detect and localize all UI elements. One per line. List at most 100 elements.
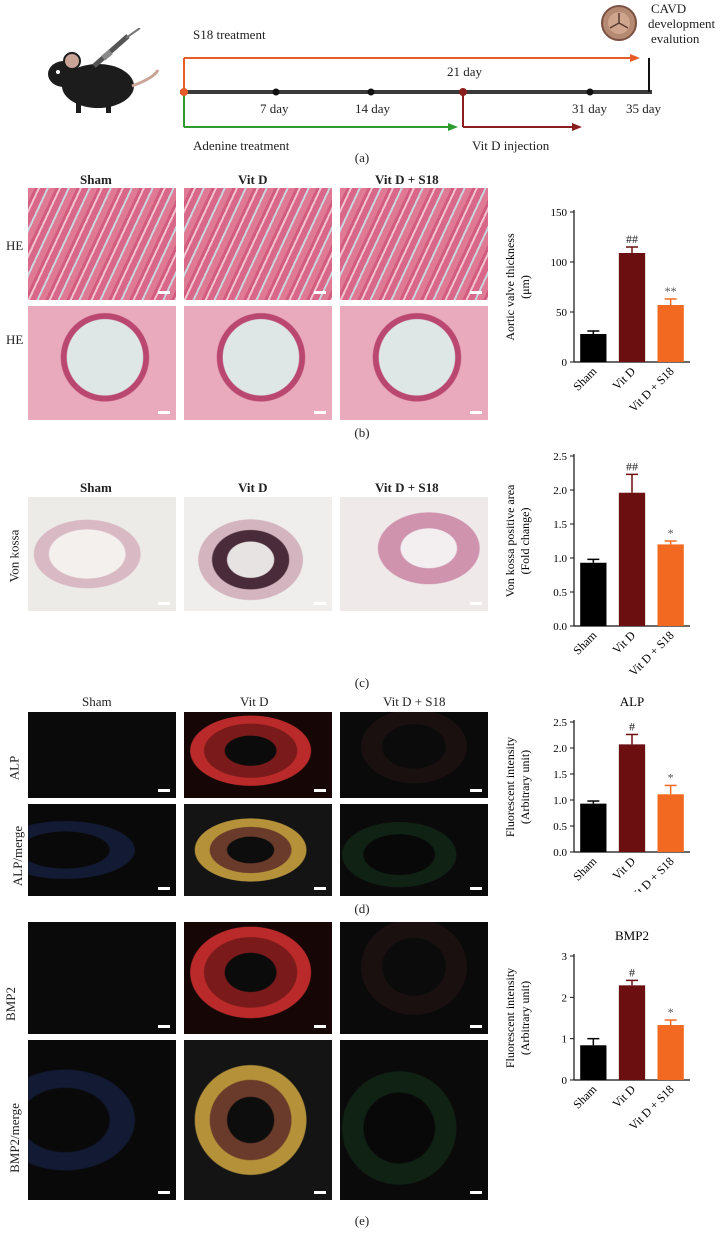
bar-vitd-s18 bbox=[657, 544, 684, 626]
row-label-alp: ALP bbox=[6, 755, 22, 781]
cavd-label-1: CAVD bbox=[651, 1, 687, 16]
panel-c-caption: (c) bbox=[354, 675, 370, 690]
bmp2-merge-image-vitd bbox=[184, 1040, 332, 1200]
y-tick-label: 0 bbox=[562, 357, 568, 369]
y-tick-label: 150 bbox=[551, 207, 568, 219]
bmp2-image-vitd bbox=[184, 922, 332, 1034]
group-sham-b: Sham bbox=[80, 172, 112, 187]
row-label-bmp2: BMP2 bbox=[2, 987, 18, 1021]
x-tick-label: Vit D bbox=[610, 364, 639, 393]
group-sham-d: Sham bbox=[82, 694, 112, 709]
y-tick-label: 100 bbox=[551, 257, 568, 269]
significance-mark: # bbox=[629, 719, 635, 733]
row-label-he-1: HE bbox=[6, 238, 24, 253]
y-tick-label: 2.0 bbox=[553, 485, 567, 497]
day-7-label: 7 day bbox=[260, 101, 289, 116]
vitd-injection-label: Vit D injection bbox=[472, 138, 550, 153]
vk-image-vitd bbox=[184, 497, 332, 611]
alp-image-sham bbox=[28, 712, 176, 798]
chart-alp: Fluorescent intensity (Arbitrary unit) ALP… bbox=[503, 694, 690, 892]
row-label-vonkossa: Von kossa bbox=[6, 529, 22, 583]
day-21-label: 21 day bbox=[447, 64, 483, 79]
y-axis-label: Von kossa positive area bbox=[503, 484, 517, 597]
mouse-illustration bbox=[48, 28, 160, 113]
he-image-sham-1 bbox=[28, 188, 176, 300]
panel-e-caption: (e) bbox=[354, 1213, 370, 1228]
bar-sham bbox=[580, 562, 607, 626]
alp-merge-image-vitd bbox=[184, 804, 332, 896]
y-tick-label: 2.5 bbox=[553, 451, 567, 463]
row-label-he-2: HE bbox=[6, 332, 24, 347]
chart-aortic-thickness: Aortic valve thickness (μm) 0 50 100 150 Sham #… bbox=[503, 207, 690, 414]
alp-image-vitd-s18 bbox=[340, 712, 488, 798]
y-tick-label: 2 bbox=[562, 992, 568, 1004]
cavd-label-2: development bbox=[648, 16, 716, 31]
y-axis-label: (Fold change) bbox=[518, 508, 532, 575]
he-image-vitd-s18-1 bbox=[340, 188, 488, 300]
timeline-axes bbox=[180, 54, 652, 131]
y-tick-label: 0.0 bbox=[553, 621, 567, 633]
y-tick-label: 50 bbox=[556, 307, 568, 319]
significance-mark: ## bbox=[626, 232, 638, 246]
bar-vitd-s18 bbox=[657, 305, 684, 362]
y-tick-label: 0.0 bbox=[553, 847, 567, 859]
chart-bmp2: Fluorescent intensity (Arbitrary unit) BMP… bbox=[503, 928, 690, 1130]
x-tick-label: Sham bbox=[570, 628, 600, 658]
day-14-label: 14 day bbox=[355, 101, 391, 116]
he-image-vitd-s18-2 bbox=[340, 306, 488, 420]
day-31-label: 31 day bbox=[572, 101, 608, 116]
alp-merge-image-vitd-s18 bbox=[340, 804, 488, 896]
y-tick-label: 2.0 bbox=[553, 743, 567, 755]
bar-vitd bbox=[618, 744, 646, 852]
bmp2-image-sham bbox=[28, 922, 176, 1034]
panel-a-caption: (a) bbox=[354, 150, 370, 165]
panel-b-caption: (b) bbox=[354, 425, 370, 440]
he-image-vitd-2 bbox=[184, 306, 332, 420]
timeline-panel: S18 treatment Adenine treatment Vit D in… bbox=[0, 0, 723, 165]
x-tick-label: Vit D bbox=[610, 854, 639, 883]
x-tick-label: Vit D bbox=[610, 1082, 639, 1111]
y-axis-label: Aortic valve thickness bbox=[503, 233, 517, 341]
y-tick-label: 0.5 bbox=[553, 587, 567, 599]
y-axis-label: (Arbitrary unit) bbox=[518, 750, 532, 824]
bmp2-merge-image-vitd-s18 bbox=[340, 1040, 488, 1200]
group-vitd-s18-c: Vit D + S18 bbox=[375, 480, 439, 495]
bar-sham bbox=[580, 334, 607, 362]
y-tick-label: 1.5 bbox=[553, 519, 567, 531]
y-tick-label: 1.0 bbox=[553, 553, 567, 565]
bar-vitd bbox=[618, 492, 646, 626]
y-axis-label: Fluorescent intensity bbox=[503, 737, 517, 837]
significance-mark: * bbox=[668, 770, 674, 784]
group-vitd-s18-d: Vit D + S18 bbox=[383, 694, 446, 709]
y-tick-label: 0.5 bbox=[553, 821, 567, 833]
he-image-sham-2 bbox=[28, 306, 176, 420]
group-vitd-s18-b: Vit D + S18 bbox=[375, 172, 439, 187]
chart-title: ALP bbox=[620, 694, 645, 709]
valve-icon bbox=[601, 5, 637, 41]
group-vitd-d: Vit D bbox=[240, 694, 269, 709]
x-tick-label: Sham bbox=[570, 854, 600, 884]
alp-merge-image-sham bbox=[28, 804, 176, 896]
adenine-treatment-label: Adenine treatment bbox=[193, 138, 290, 153]
day-35-label: 35 day bbox=[626, 101, 662, 116]
cavd-label-3: evalution bbox=[651, 31, 700, 46]
x-tick-label: Sham bbox=[570, 364, 600, 394]
y-axis-label: (μm) bbox=[518, 275, 532, 299]
he-image-vitd-1 bbox=[184, 188, 332, 300]
y-axis-label: Fluorescent intensity bbox=[503, 968, 517, 1068]
x-tick-label: Vit D bbox=[610, 628, 639, 657]
bar-vitd bbox=[618, 985, 646, 1080]
bar-sham bbox=[580, 1045, 607, 1080]
significance-mark: ## bbox=[626, 459, 638, 473]
y-tick-label: 1.5 bbox=[553, 769, 567, 781]
significance-mark: # bbox=[629, 965, 635, 979]
vk-image-sham bbox=[28, 497, 176, 611]
bar-sham bbox=[580, 803, 607, 852]
group-sham-c: Sham bbox=[80, 480, 112, 495]
group-vitd-b: Vit D bbox=[238, 172, 268, 187]
bar-vitd bbox=[618, 253, 646, 362]
vk-image-vitd-s18 bbox=[340, 497, 488, 611]
significance-mark: ** bbox=[665, 284, 677, 298]
bar-vitd-s18 bbox=[657, 794, 684, 852]
significance-mark: * bbox=[668, 1005, 674, 1019]
